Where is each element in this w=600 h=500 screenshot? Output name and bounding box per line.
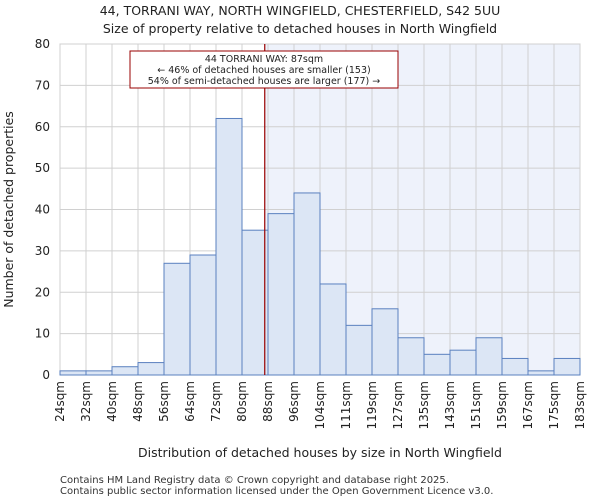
bar-48sqm	[137, 362, 165, 376]
annotation-line-2: ← 46% of detached houses are smaller (15…	[157, 65, 370, 76]
bar-32sqm	[85, 370, 113, 376]
annotation-box	[129, 50, 399, 89]
marker-annotation: 44 TORRANI WAY: 87sqm ← 46% of detached …	[129, 50, 399, 89]
y-tick-label: 50	[35, 161, 50, 175]
bar-24sqm	[59, 370, 87, 376]
chart-subtitle: Size of property relative to detached ho…	[103, 21, 497, 36]
bar-80sqm	[241, 229, 269, 376]
x-tick-label: 127sqm	[391, 381, 405, 429]
bar-151sqm	[475, 337, 503, 376]
bar-40sqm	[111, 366, 139, 376]
bar-96sqm	[293, 192, 321, 376]
x-tick-label: 111sqm	[339, 381, 353, 429]
footer-line-2: Contains public sector information licen…	[60, 486, 493, 497]
x-tick-label: 40sqm	[105, 381, 119, 422]
bar-88sqm	[267, 213, 295, 376]
x-tick-label: 64sqm	[183, 381, 197, 422]
x-tick-label: 80sqm	[235, 381, 249, 422]
bar-127sqm	[397, 337, 425, 376]
bars	[59, 117, 581, 376]
x-tick-label: 175sqm	[547, 381, 561, 429]
bar-159sqm	[501, 357, 529, 376]
y-tick-label: 0	[42, 368, 50, 382]
x-tick-label: 104sqm	[313, 381, 327, 429]
x-tick-label: 56sqm	[157, 381, 171, 422]
x-tick-label: 96sqm	[287, 381, 301, 422]
chart-title: 44, TORRANI WAY, NORTH WINGFIELD, CHESTE…	[100, 3, 501, 18]
x-tick-label: 159sqm	[495, 381, 509, 429]
x-axis-ticks: 24sqm 32sqm 40sqm 48sqm 56sqm 64sqm 72sqm 80sqm…	[53, 381, 587, 429]
bar-143sqm	[449, 349, 477, 376]
x-tick-label: 24sqm	[53, 381, 67, 422]
x-tick-label: 32sqm	[79, 381, 93, 422]
y-tick-label: 60	[35, 120, 50, 134]
y-axis-label: Number of detached properties	[1, 111, 16, 308]
bar-111sqm	[345, 324, 373, 376]
x-tick-label: 143sqm	[443, 381, 457, 429]
annotation-line-1: 44 TORRANI WAY: 87sqm	[205, 54, 323, 65]
x-tick-label: 135sqm	[417, 381, 431, 429]
y-tick-label: 80	[35, 37, 50, 51]
bar-64sqm	[189, 254, 217, 376]
bar-119sqm	[371, 308, 399, 376]
bar-56sqm	[163, 262, 191, 376]
bar-167sqm	[527, 370, 555, 376]
annotation-line-3: 54% of semi-detached houses are larger (…	[148, 76, 381, 87]
x-tick-label: 119sqm	[365, 381, 379, 429]
x-tick-label: 48sqm	[131, 381, 145, 422]
y-tick-label: 40	[35, 203, 50, 217]
y-tick-label: 70	[35, 78, 50, 92]
x-tick-label: 183sqm	[573, 381, 587, 429]
y-tick-label: 20	[35, 285, 50, 299]
y-tick-label: 30	[35, 244, 50, 258]
y-axis-ticks: 0 10 20 30 40 50 60 70 80	[35, 37, 50, 382]
y-tick-label: 10	[35, 327, 50, 341]
bar-72sqm	[215, 117, 243, 376]
bar-175sqm	[553, 357, 581, 376]
x-axis-label: Distribution of detached houses by size …	[138, 445, 502, 460]
bar-104sqm	[319, 283, 347, 376]
footer-line-1: Contains HM Land Registry data © Crown c…	[60, 475, 449, 486]
x-tick-label: 151sqm	[469, 381, 483, 429]
x-tick-label: 88sqm	[261, 381, 275, 422]
bar-135sqm	[423, 353, 451, 376]
x-tick-label: 167sqm	[521, 381, 535, 429]
x-tick-label: 72sqm	[209, 381, 223, 422]
